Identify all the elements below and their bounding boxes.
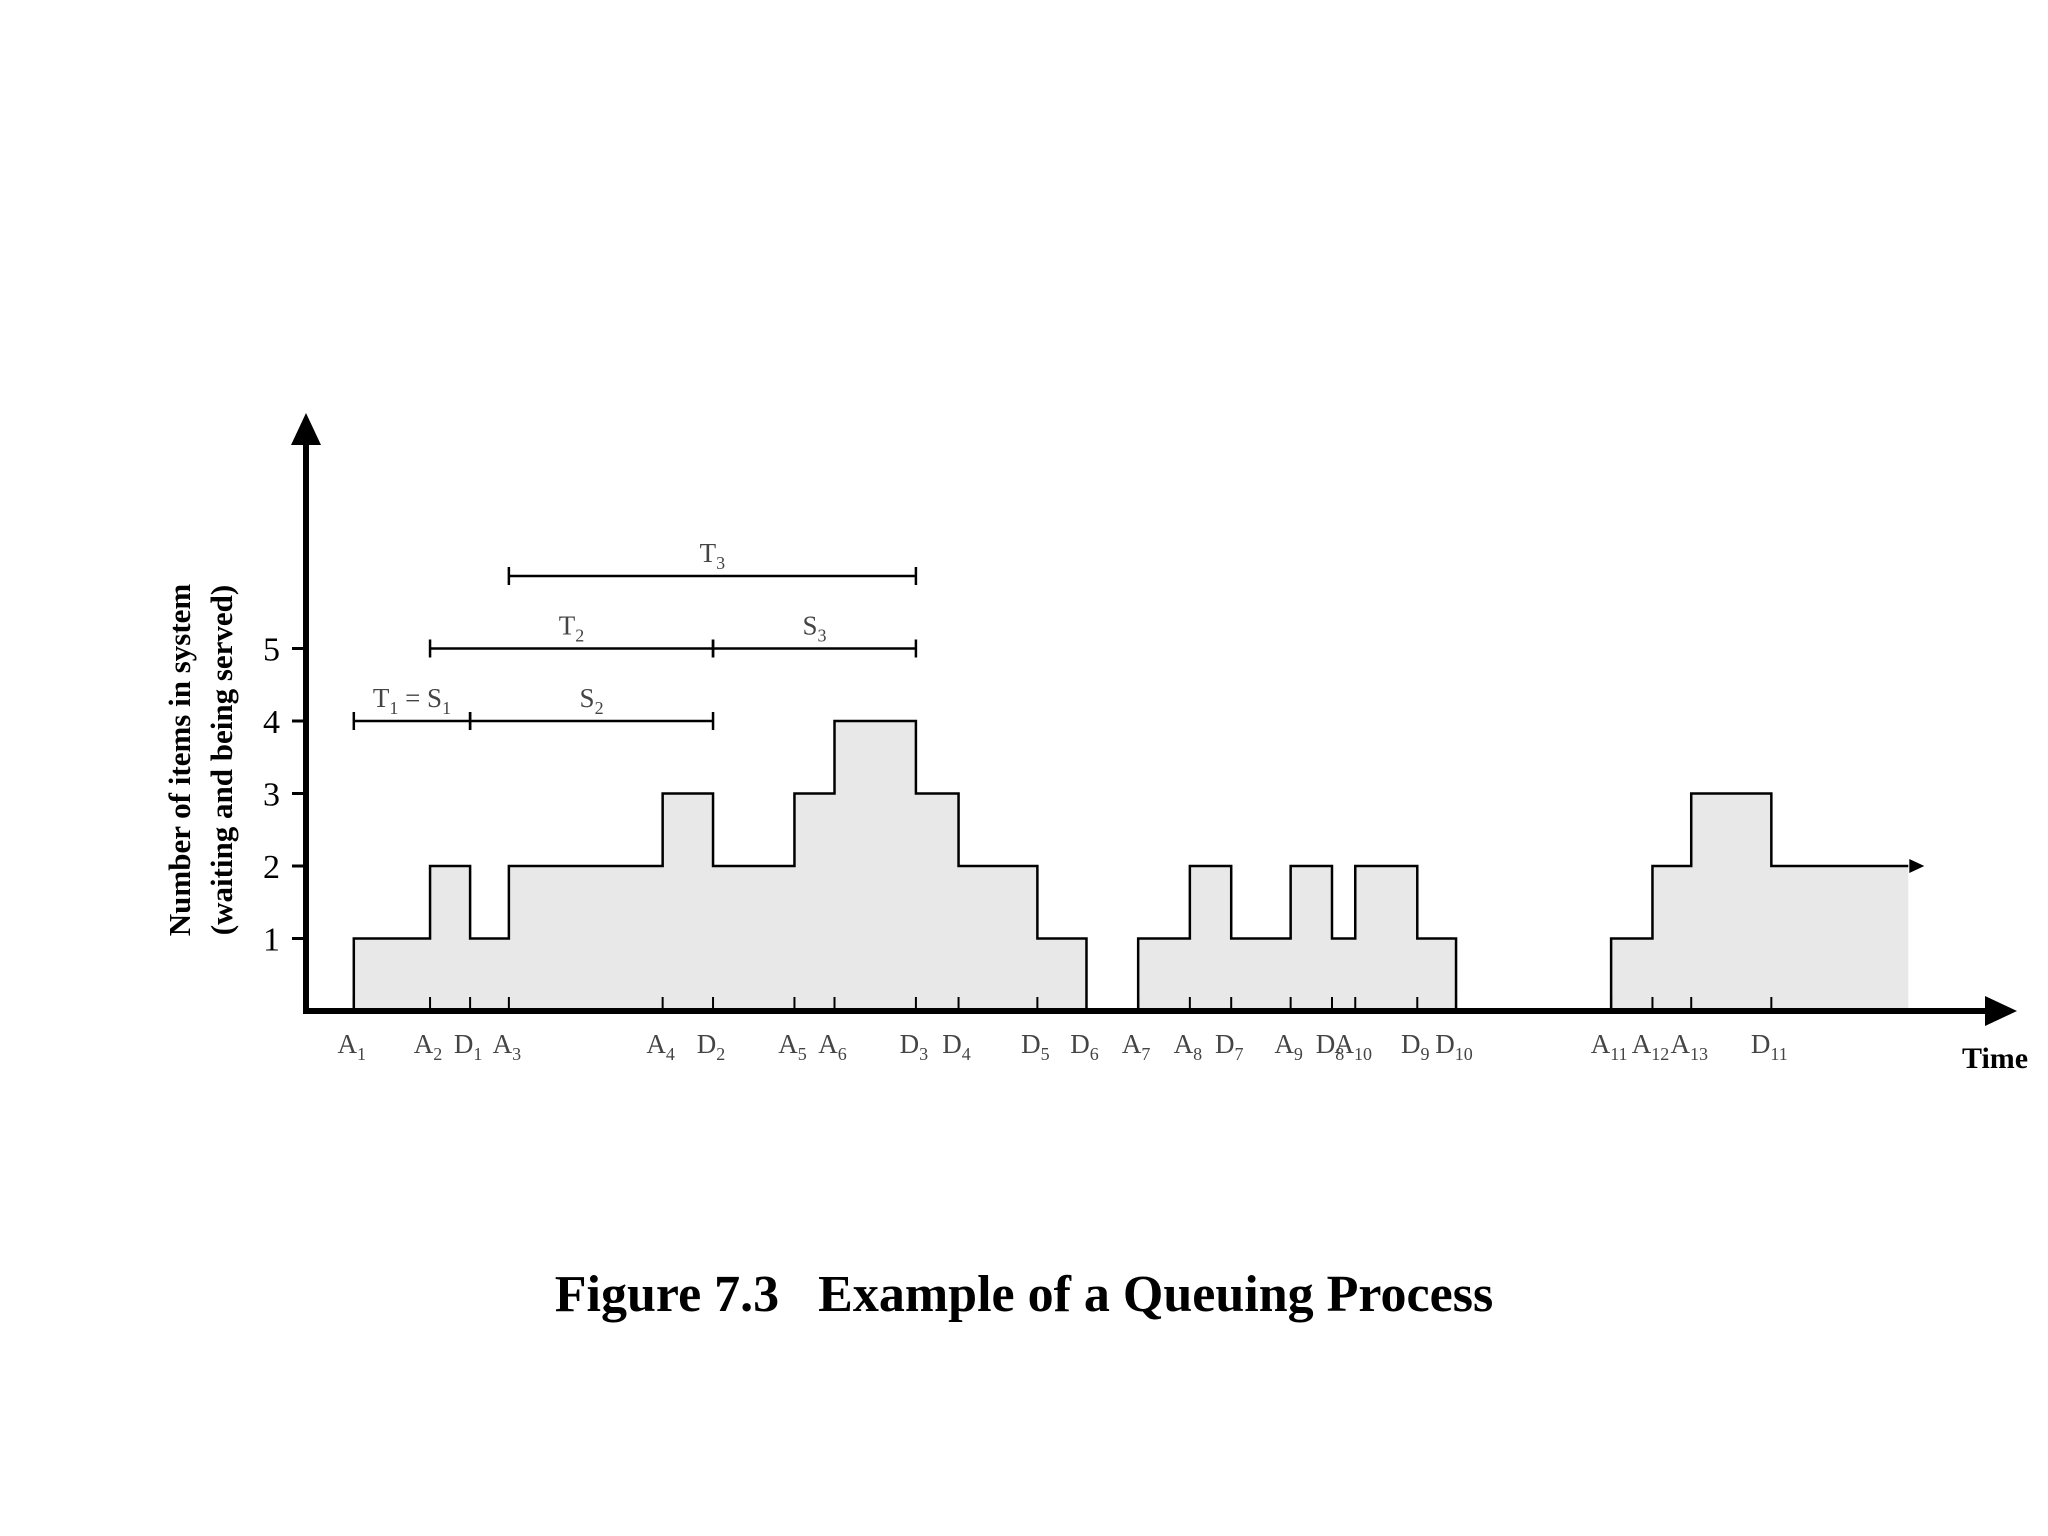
x-axis-label: Time [1962,1042,2028,1075]
x-axis-arrowhead [1985,996,2017,1026]
event-label-A8: A8 [1174,1029,1203,1064]
event-label-A13: A13 [1670,1029,1708,1064]
event-label-D10: D10 [1435,1029,1473,1064]
event-label-A12: A12 [1632,1029,1670,1064]
event-label-D9: D9 [1401,1029,1430,1064]
event-label-D11: D11 [1751,1029,1788,1064]
y-tick-label-2: 2 [263,849,280,886]
event-label-A5: A5 [778,1029,807,1064]
interval-T1-label: T1 = S1 [373,683,451,718]
interval-T2-label: T2 [559,611,585,646]
event-label-D2: D2 [697,1029,726,1064]
event-label-D3: D3 [900,1029,929,1064]
interval-T3-label: T3 [700,538,726,573]
event-label-A4: A4 [646,1029,675,1064]
event-label-A11: A11 [1591,1029,1628,1064]
figure-caption: Figure 7.3 Example of a Queuing Process [554,1266,1494,1323]
y-axis-label-line-2: (waiting and being served) [204,585,239,936]
y-axis-arrowhead [291,413,321,445]
event-label-A10: A10 [1335,1029,1373,1064]
area-layer [306,719,1925,1013]
step-line-arrowhead [1909,859,1925,873]
y-tick-label-5: 5 [263,632,280,669]
y-tick-label-4: 4 [263,704,280,741]
event-label-A6: A6 [818,1029,847,1064]
interval-S2-label: S2 [580,683,604,718]
y-axis-label-line-1: Number of items in system [162,584,197,937]
event-label-A7: A7 [1122,1029,1151,1064]
event-label-D7: D7 [1215,1029,1244,1064]
ticks-layer: 1 2 3 4 5 [263,632,306,959]
event-label-A1: A1 [338,1029,367,1064]
interval-S3-label: S3 [802,611,826,646]
event-label-D5: D5 [1021,1029,1050,1064]
event-label-A9: A9 [1274,1029,1303,1064]
event-label-A2: A2 [414,1029,443,1064]
event-label-D8: D8 [1316,1029,1345,1064]
event-label-A3: A3 [493,1029,521,1064]
y-tick-label-3: 3 [263,777,280,814]
y-tick-label-1: 1 [263,922,280,959]
event-label-D4: D4 [942,1029,971,1064]
event-label-D1: D1 [454,1029,483,1064]
axes-layer [291,413,2017,1026]
intervals-layer: T3 T2 S3 T1 = S1 S2 [352,538,918,730]
event-label-D6: D6 [1070,1029,1099,1064]
